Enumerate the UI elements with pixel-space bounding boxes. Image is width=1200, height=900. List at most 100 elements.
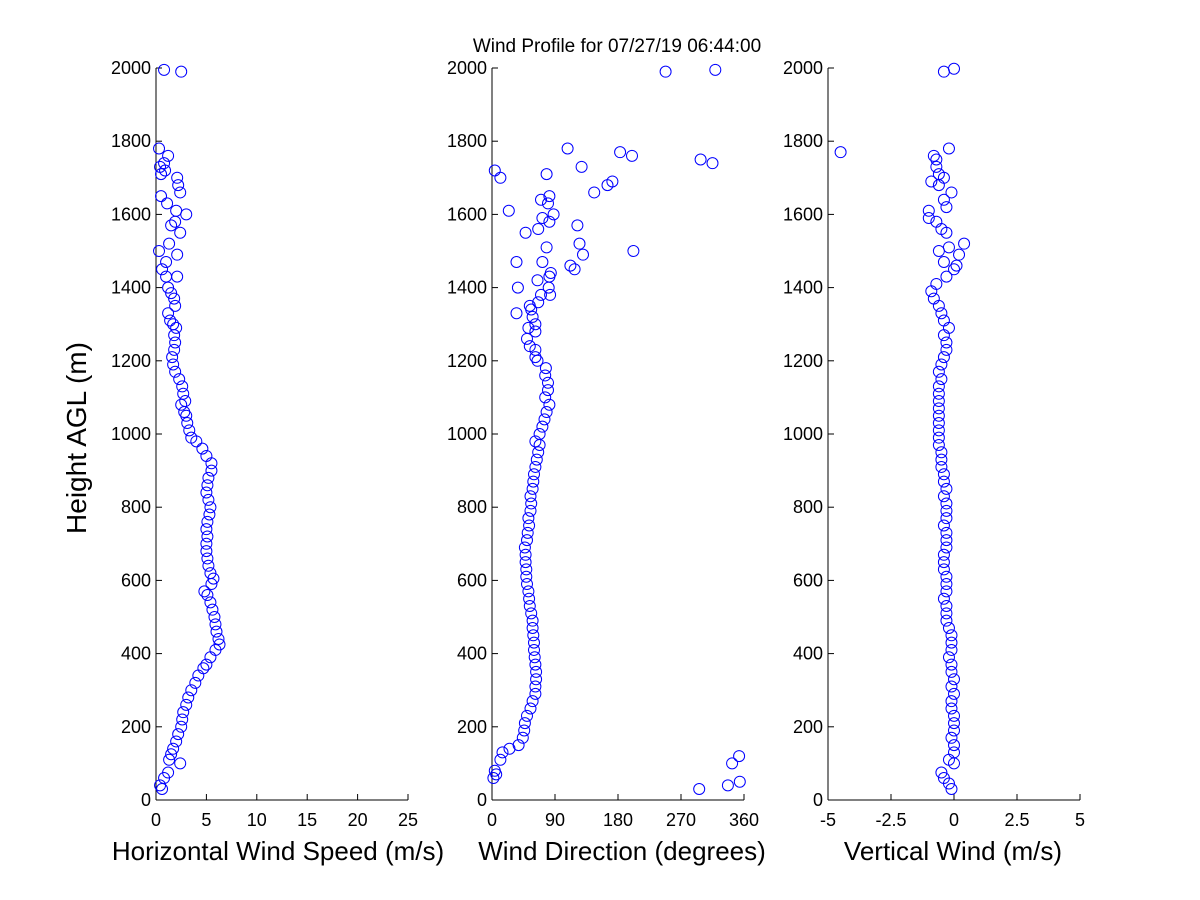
direction-y-tick-label: 0 (477, 790, 487, 810)
direction-data-point (518, 724, 531, 737)
speed-data-point (168, 292, 181, 305)
speed-y-tick-label: 600 (121, 570, 151, 590)
direction-y-tick-label: 1800 (447, 131, 487, 151)
speed-data-point (172, 179, 185, 192)
direction-data-point (520, 563, 533, 576)
vertical-data-point (945, 658, 958, 671)
direction-y-tick-label: 1600 (447, 204, 487, 224)
speed-data-point (163, 753, 176, 766)
direction-data-point (543, 215, 556, 228)
speed-data-point (203, 508, 216, 521)
speed-data-point (170, 321, 183, 334)
direction-data-point (588, 186, 601, 199)
direction-data-point (523, 299, 536, 312)
vertical-data-point (937, 314, 950, 327)
direction-data-point (542, 197, 554, 210)
vertical-data-point (834, 146, 847, 159)
speed-data-point (167, 358, 180, 371)
direction-data-point (510, 307, 523, 320)
vertical-x-tick-label: 5 (1075, 810, 1085, 830)
speed-data-point (202, 493, 215, 506)
speed-data-point (169, 299, 182, 312)
direction-data-point (510, 255, 523, 268)
vertical-data-point (927, 149, 940, 162)
vertical-data-point (937, 193, 950, 206)
speed-data-point (160, 255, 173, 268)
direction-data-point (496, 746, 509, 759)
direction-x-tick-label: 90 (545, 810, 565, 830)
vertical-data-point (932, 380, 945, 393)
direction-data-point (529, 460, 542, 473)
vertical-data-point (940, 600, 953, 613)
speed-data-point (185, 684, 198, 697)
speed-data-point (200, 523, 213, 536)
direction-data-point (733, 775, 746, 788)
direction-data-point (502, 204, 515, 217)
direction-data-point (529, 435, 542, 448)
direction-data-point (540, 241, 553, 254)
speed-data-point (210, 625, 223, 638)
direction-data-point (614, 146, 627, 159)
vertical-data-point (937, 548, 950, 561)
speed-data-point (212, 632, 225, 645)
vertical-data-point (925, 175, 938, 188)
direction-data-point (528, 643, 540, 656)
speed-y-tick-label: 2000 (111, 58, 151, 78)
speed-data-point (180, 698, 193, 711)
speed-data-point (165, 287, 178, 300)
vertical-data-point (953, 248, 966, 261)
speed-data-point (198, 585, 211, 598)
vertical-data-point (930, 153, 943, 166)
speed-data-point (209, 618, 222, 631)
speed-x-tick-label: 0 (151, 810, 161, 830)
speed-data-point (204, 501, 217, 514)
speed-data-point (185, 431, 198, 444)
direction-data-point (659, 65, 672, 78)
direction-data-point (528, 636, 540, 649)
direction-data-point (494, 753, 507, 766)
speed-data-point (170, 204, 183, 217)
vertical-data-point (948, 709, 960, 722)
vertical-data-point (930, 215, 943, 228)
speed-data-point (201, 530, 214, 543)
vertical-data-point (935, 358, 948, 371)
direction-data-point (526, 482, 539, 495)
speed-data-point (164, 314, 177, 327)
speed-data-point (196, 442, 209, 455)
speed-y-tick-label: 1000 (111, 424, 151, 444)
speed-data-point (189, 676, 202, 689)
vertical-data-point (935, 766, 948, 779)
vertical-y-tick-label: 800 (793, 497, 823, 517)
speed-data-point (169, 336, 182, 349)
vertical-data-point (940, 541, 953, 554)
direction-data-point (529, 687, 542, 700)
direction-data-point (523, 592, 536, 605)
speed-data-point (166, 351, 179, 364)
vertical-data-point (945, 783, 958, 796)
speed-x-tick-label: 10 (247, 810, 267, 830)
direction-data-point (528, 651, 541, 664)
direction-data-point (530, 453, 543, 466)
vertical-y-tick-label: 1200 (783, 351, 823, 371)
direction-data-point (511, 281, 524, 294)
direction-data-point (561, 142, 574, 155)
speed-data-point (175, 720, 188, 733)
speed-data-point (174, 186, 187, 199)
direction-data-point (521, 578, 533, 591)
direction-y-tick-label: 2000 (447, 58, 487, 78)
direction-data-point (487, 772, 500, 785)
direction-y-tick-label: 800 (457, 497, 487, 517)
direction-data-point (538, 413, 551, 426)
speed-y-tick-label: 400 (121, 644, 151, 664)
direction-data-point (606, 175, 619, 188)
vertical-y-tick-label: 400 (793, 644, 823, 664)
direction-data-point (527, 475, 540, 488)
direction-data-point (488, 764, 501, 777)
vertical-data-point (932, 168, 945, 181)
vertical-data-point (937, 351, 950, 364)
direction-data-point (530, 673, 543, 686)
direction-data-point (535, 193, 547, 206)
vertical-data-point (932, 431, 945, 444)
vertical-x-tick-label: 2.5 (1004, 810, 1029, 830)
vertical-data-point (937, 592, 950, 605)
